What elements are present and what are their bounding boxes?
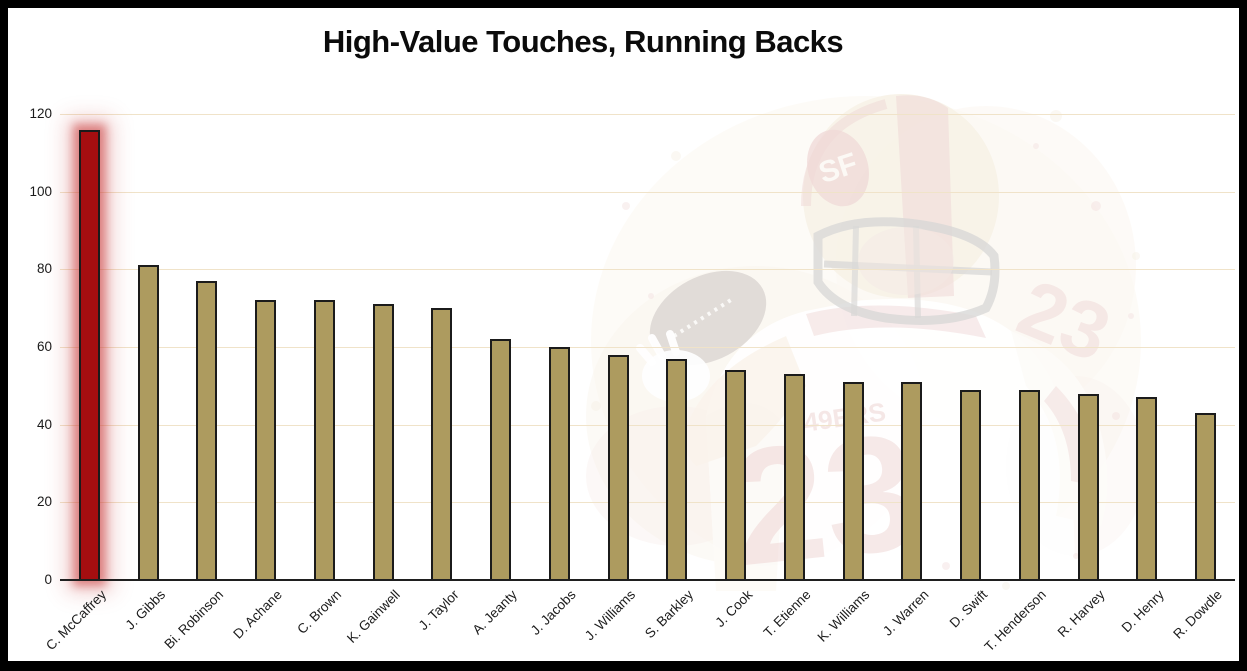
x-axis-label: J. Taylor xyxy=(415,587,462,633)
x-axis-label: J. Gibbs xyxy=(122,587,168,633)
bar xyxy=(1136,397,1158,580)
bar xyxy=(666,358,688,580)
plot-area: C. McCaffrey J. Gibbs Bi. Robinson D. Achan… xyxy=(43,114,1235,654)
bar xyxy=(431,308,453,580)
bar xyxy=(1195,413,1217,580)
x-axis-label: R. Harvey xyxy=(1054,587,1108,641)
x-axis-label: C. Brown xyxy=(294,587,344,637)
bar-category-cell: T. Henderson xyxy=(982,114,1059,654)
bar-category-cell: C. Brown xyxy=(294,114,354,637)
bar xyxy=(1077,393,1099,580)
y-axis: 0 20 40 60 80 100 120 xyxy=(8,106,52,587)
bar-category-cell: J. Warren xyxy=(880,114,942,639)
bar xyxy=(842,381,864,580)
x-axis-label: Bi. Robinson xyxy=(161,587,227,652)
bar-category-cell: J. Gibbs xyxy=(119,114,178,633)
x-axis-label: J. Warren xyxy=(879,587,932,639)
bar-category-cell: R. Harvey xyxy=(1055,114,1118,640)
bar-category-cell: J. Jacobs xyxy=(528,114,589,638)
bar xyxy=(725,370,747,580)
bar-category-cell: T. Etienne xyxy=(761,114,824,640)
x-axis-label: S. Barkley xyxy=(642,587,697,642)
x-axis-label: J. Williams xyxy=(581,587,638,644)
x-axis-line xyxy=(60,579,1235,581)
x-axis-label: A. Jeanty xyxy=(469,587,521,638)
bar-category-cell: A. Jeanty xyxy=(470,114,530,637)
bar-category-cell: Bi. Robinson xyxy=(162,114,237,652)
x-axis-label: T. Etienne xyxy=(760,587,814,641)
gridline xyxy=(60,191,1235,193)
x-axis-label: T. Henderson xyxy=(981,587,1049,655)
bar-category-cell: R. Dowdle xyxy=(1171,114,1235,642)
bar-category-cell: D. Swift xyxy=(941,114,1000,630)
bar-category-cell: J. Cook xyxy=(706,114,765,630)
bar xyxy=(1018,389,1040,580)
gridline xyxy=(60,269,1235,271)
bar-category-cell: D. Achane xyxy=(231,114,295,642)
y-axis-tick-label: 0 xyxy=(44,572,52,587)
bar xyxy=(548,347,570,580)
bars-container: C. McCaffrey J. Gibbs Bi. Robinson D. Achan… xyxy=(43,114,1235,654)
chart-title: High-Value Touches, Running Backs xyxy=(322,24,844,59)
x-axis-label: C. McCaffrey xyxy=(42,587,109,654)
highlighted-bar xyxy=(78,129,100,580)
y-axis-tick-label: 100 xyxy=(29,183,52,199)
x-axis-label: J. Jacobs xyxy=(528,587,579,638)
bar-category-cell: J. Taylor xyxy=(413,114,472,633)
bar xyxy=(960,389,982,580)
bar-category-cell: D. Henry xyxy=(1118,114,1177,635)
y-axis-tick-label: 40 xyxy=(36,416,52,432)
y-axis-tick-label: 20 xyxy=(36,494,52,510)
x-axis-label: K. Williams xyxy=(814,587,873,645)
bar-category-cell: K. Williams xyxy=(815,114,883,645)
bar xyxy=(607,354,629,580)
gridline xyxy=(60,424,1235,426)
x-axis-label: K. Gainwell xyxy=(343,587,403,646)
bar-category-cell: C. McCaffrey xyxy=(43,114,119,653)
bar-category-cell: K. Gainwell xyxy=(344,114,413,646)
x-axis-label: R. Dowdle xyxy=(1170,587,1226,642)
bar xyxy=(490,339,512,580)
bar xyxy=(137,265,159,580)
y-axis-tick-label: 60 xyxy=(36,339,52,354)
y-axis-tick-label: 80 xyxy=(36,261,52,277)
x-axis-label: J. Cook xyxy=(712,587,756,630)
bar xyxy=(901,381,923,580)
x-axis-label: D. Swift xyxy=(946,587,991,631)
x-axis-label: D. Henry xyxy=(1118,587,1167,636)
bar xyxy=(313,300,335,580)
x-axis-label: D. Achane xyxy=(230,587,286,642)
bar xyxy=(372,304,394,580)
bar-category-cell: S. Barkley xyxy=(642,114,707,641)
bar-category-cell: J. Williams xyxy=(582,114,648,643)
gridline xyxy=(60,114,1235,115)
bar xyxy=(255,300,277,580)
gridline xyxy=(60,502,1235,504)
bar xyxy=(196,280,218,580)
gridline xyxy=(60,347,1235,348)
y-axis-tick-label: 120 xyxy=(29,106,52,121)
bar xyxy=(783,374,805,580)
